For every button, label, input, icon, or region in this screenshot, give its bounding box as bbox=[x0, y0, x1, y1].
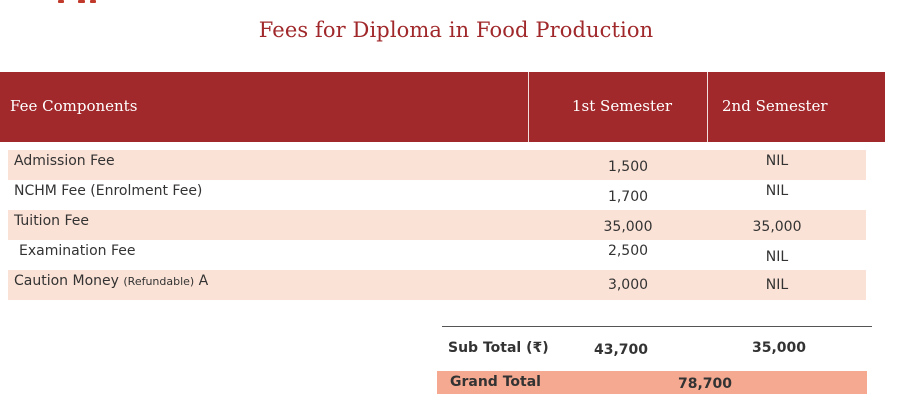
table-header: Fee Components 1st Semester 2nd Semester bbox=[0, 72, 885, 142]
header-fee-components: Fee Components bbox=[10, 97, 138, 115]
row-1st-semester-value: 35,000 bbox=[603, 219, 653, 235]
table-row: Tuition Fee 35,000 35,000 bbox=[8, 210, 866, 240]
row-label: Caution Money (Refundable) A bbox=[14, 273, 208, 289]
row-1st-semester-value: 3,000 bbox=[607, 277, 649, 293]
row-2nd-semester-value: NIL bbox=[765, 249, 789, 265]
row-label: NCHM Fee (Enrolment Fee) bbox=[14, 183, 203, 199]
header-divider bbox=[528, 72, 529, 142]
row-label: Tuition Fee bbox=[14, 213, 89, 229]
cropped-heading-fragment bbox=[20, 0, 140, 4]
row-label: Admission Fee bbox=[14, 153, 115, 169]
row-label: Examination Fee bbox=[19, 243, 136, 259]
row-2nd-semester-value: NIL bbox=[765, 183, 789, 199]
subtotal-divider bbox=[442, 326, 872, 327]
row-1st-semester-value: 1,700 bbox=[607, 189, 649, 205]
page-title: Fees for Diploma in Food Production bbox=[258, 18, 654, 42]
subtotal-2nd-semester: 35,000 bbox=[752, 340, 807, 356]
row-label-text: Caution Money bbox=[14, 273, 124, 289]
table-row: Examination Fee 2,500 NIL bbox=[8, 240, 866, 270]
table-row: Caution Money (Refundable) A 3,000 NIL bbox=[8, 270, 866, 300]
row-1st-semester-value: 1,500 bbox=[607, 159, 649, 175]
header-divider bbox=[707, 72, 708, 142]
row-1st-semester-value: 2,500 bbox=[607, 243, 649, 259]
subtotal-1st-semester: 43,700 bbox=[594, 342, 649, 358]
grand-total-label: Grand Total bbox=[450, 374, 541, 390]
header-1st-semester: 1st Semester bbox=[572, 97, 673, 115]
row-2nd-semester-value: NIL bbox=[765, 277, 789, 293]
grand-total-bar bbox=[437, 371, 867, 394]
table-row: Admission Fee 1,500 NIL bbox=[8, 150, 866, 180]
table-row: NCHM Fee (Enrolment Fee) 1,700 NIL bbox=[8, 180, 866, 210]
header-2nd-semester: 2nd Semester bbox=[722, 97, 828, 115]
row-label-note: (Refundable) bbox=[123, 275, 195, 288]
row-2nd-semester-value: NIL bbox=[765, 153, 789, 169]
row-2nd-semester-value: 35,000 bbox=[752, 219, 802, 235]
subtotal-label: Sub Total (₹) bbox=[448, 340, 549, 356]
row-label-suffix: A bbox=[194, 273, 209, 289]
grand-total-value: 78,700 bbox=[678, 376, 733, 392]
